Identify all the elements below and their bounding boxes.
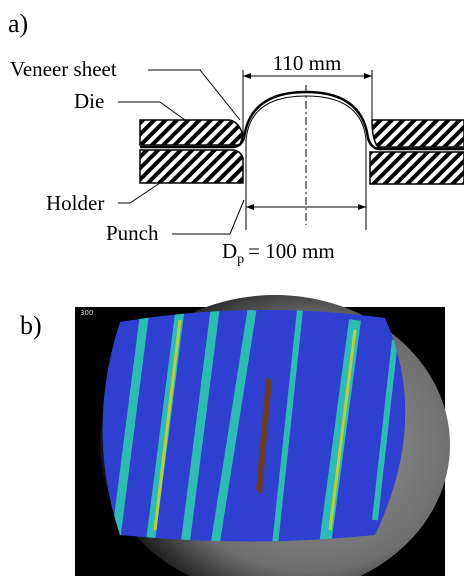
punch-label: Punch [106,221,159,245]
leader [172,199,245,235]
holder-right [369,151,464,185]
strain-map [102,309,406,542]
leader [118,182,161,204]
holder-left [139,149,244,184]
die-left [139,119,244,146]
veneer-label: Veneer sheet [10,57,117,81]
die-label: Die [74,89,104,113]
width-label: 110 mm [273,51,342,75]
die-right [371,119,464,148]
frame-number: 300 [80,309,93,317]
panel-label: b) [20,311,42,340]
leader [148,69,241,121]
leader [118,101,186,121]
diameter-label: Dp = 100 mm [222,239,335,267]
holder-label: Holder [46,191,104,215]
panel-label: a) [8,9,28,38]
